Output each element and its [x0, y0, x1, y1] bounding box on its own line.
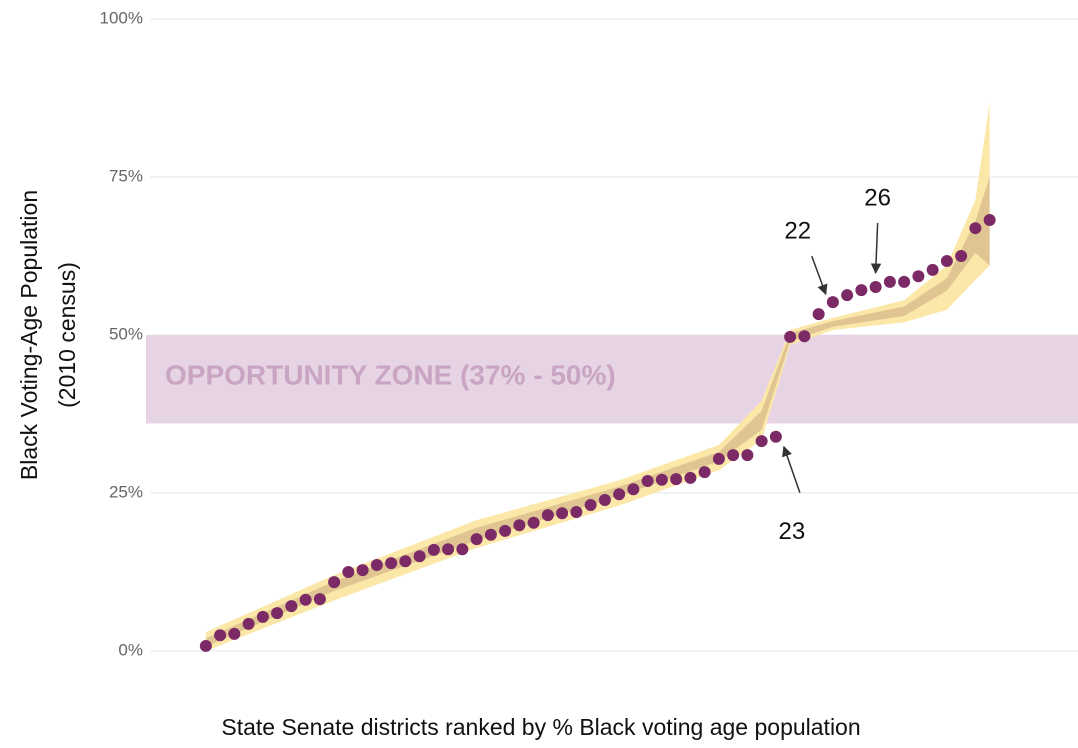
point	[712, 452, 725, 465]
point	[784, 330, 797, 343]
point	[613, 488, 626, 501]
point	[926, 263, 939, 276]
point	[285, 600, 298, 613]
y-tick-label: 50%	[109, 324, 143, 343]
point	[769, 430, 782, 443]
point	[214, 629, 227, 642]
point	[313, 593, 326, 606]
point	[499, 524, 512, 537]
point	[655, 473, 668, 486]
x-axis-title: State Senate districts ranked by % Black…	[221, 714, 860, 740]
annotation-arrow	[811, 255, 828, 296]
annotation-arrow	[782, 445, 801, 493]
y-axis-title: (2010 census)	[54, 262, 80, 408]
point	[527, 516, 540, 529]
point	[883, 275, 896, 288]
point	[328, 576, 341, 589]
point	[199, 639, 212, 652]
point	[741, 449, 754, 462]
annotation: 23	[779, 518, 806, 545]
point	[798, 330, 811, 343]
point	[898, 275, 911, 288]
point	[598, 493, 611, 506]
point	[342, 566, 355, 578]
y-tick-label: 0%	[118, 640, 143, 659]
point	[271, 607, 284, 620]
point	[698, 466, 711, 479]
point	[370, 559, 383, 572]
point	[399, 555, 412, 568]
point	[356, 564, 369, 577]
point	[256, 610, 269, 623]
annotation-arrow	[870, 222, 882, 275]
point	[541, 509, 554, 522]
y-tick-label: 25%	[109, 482, 143, 501]
annotation: 26	[864, 184, 891, 211]
point	[684, 471, 697, 484]
point	[940, 255, 953, 268]
point	[299, 593, 312, 606]
point	[670, 473, 683, 486]
point	[456, 543, 469, 556]
opportunity-zone	[146, 335, 1078, 424]
point	[442, 543, 455, 556]
point	[641, 474, 654, 487]
point	[413, 550, 426, 563]
point	[570, 505, 583, 518]
y-axis-title: Black Voting-Age Population	[16, 190, 42, 480]
point	[556, 507, 569, 520]
point	[228, 627, 241, 640]
point	[812, 308, 825, 321]
point	[470, 533, 483, 546]
y-tick-label: 75%	[109, 166, 143, 185]
point	[385, 557, 398, 570]
point	[727, 449, 740, 462]
zone-label: OPPORTUNITY ZONE (37% - 50%)	[165, 360, 616, 391]
point	[841, 289, 854, 302]
point	[584, 499, 597, 512]
point	[242, 617, 255, 630]
point	[627, 483, 640, 496]
annotation: 22	[784, 217, 811, 244]
point	[513, 519, 526, 532]
point	[955, 250, 968, 262]
point	[484, 528, 497, 541]
y-tick-label: 100%	[100, 8, 143, 27]
point	[427, 543, 440, 556]
point	[755, 435, 768, 448]
point	[912, 270, 925, 283]
point	[983, 213, 996, 226]
point	[855, 284, 868, 297]
point	[826, 296, 839, 309]
point	[869, 280, 882, 293]
point	[969, 222, 982, 235]
